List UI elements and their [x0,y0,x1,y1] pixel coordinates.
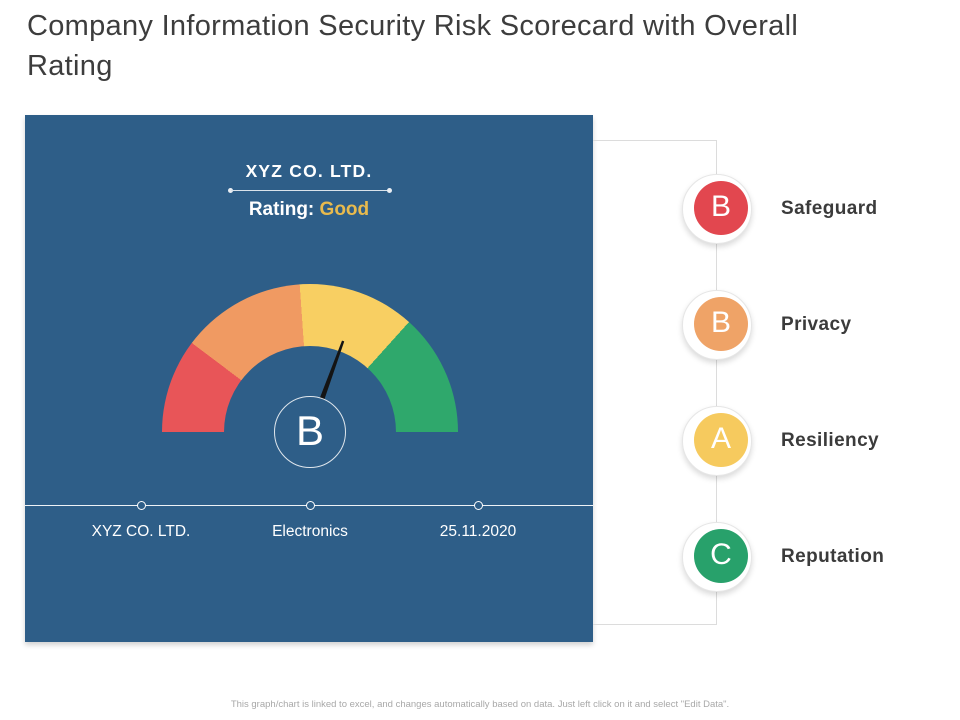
score-row-resiliency: A Resiliency [682,406,942,476]
edit-data-disclaimer: This graph/chart is linked to excel, and… [230,699,730,710]
score-row-safeguard: B Safeguard [682,174,942,244]
divider-dot-left [228,188,233,193]
gauge-rating: Rating: Good [25,199,593,221]
footer-marker-industry [305,501,315,510]
footer-item-industry: Electronics [272,523,348,540]
footer-marker-company [136,501,146,510]
grade-badge-reputation: C [694,529,748,583]
grade-badge-ring: B [682,290,752,360]
page-title: Company Information Security Risk Scorec… [27,10,799,82]
divider-line [228,186,392,195]
score-label-safeguard: Safeguard [781,198,878,219]
grade-badge-resiliency: A [694,413,748,467]
footer-item-date: 25.11.2020 [439,523,517,540]
rating-value: Good [319,199,370,220]
footer-marker-date [473,501,483,510]
grade-letter: A [710,422,731,455]
gauge-company-name: XYZ CO. LTD. [245,161,373,181]
footer-item-company: XYZ CO. LTD. [91,523,191,540]
overall-grade-letter: B [295,406,324,454]
overall-grade-badge: B [274,396,346,468]
rating-label: Rating: [248,199,315,220]
grade-badge-ring: B [682,174,752,244]
score-label-reputation: Reputation [781,546,885,567]
gauge-chart-panel[interactable]: XYZ CO. LTD. Rating: Good B XYZ CO. LTD.… [25,115,593,642]
grade-badge-privacy: B [694,297,748,351]
score-label-privacy: Privacy [781,314,852,335]
score-row-reputation: C Reputation [682,522,942,592]
grade-letter: B [710,190,731,223]
grade-badge-ring: C [682,522,752,592]
grade-badge-safeguard: B [694,181,748,235]
grade-badge-ring: A [682,406,752,476]
score-row-privacy: B Privacy [682,290,942,360]
divider-dot-right [387,188,392,193]
divider-rule [231,190,389,191]
grade-letter: B [710,306,731,339]
score-label-resiliency: Resiliency [781,430,879,451]
grade-letter: C [710,538,732,571]
connector-bracket [593,140,717,625]
